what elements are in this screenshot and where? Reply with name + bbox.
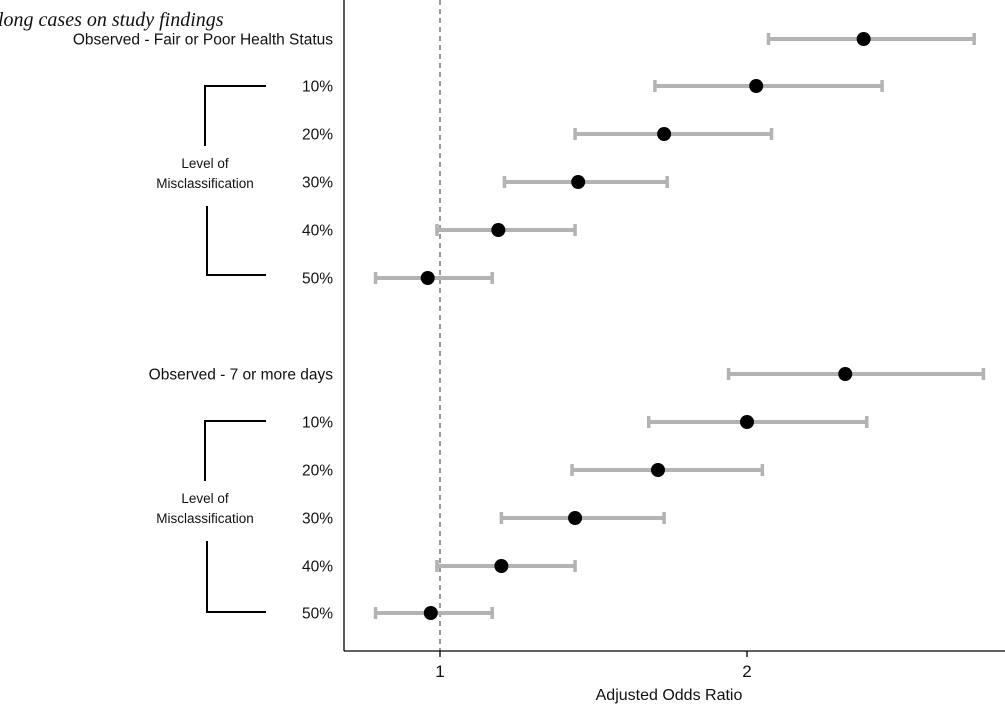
point-estimate bbox=[856, 32, 871, 46]
point-estimate bbox=[494, 559, 509, 573]
row-label: Observed - Fair or Poor Health Status bbox=[73, 32, 333, 49]
x-tick-label: 1 bbox=[435, 662, 444, 681]
row-label: 50% bbox=[302, 271, 333, 288]
point-estimate bbox=[423, 606, 438, 620]
ci-bar bbox=[570, 464, 765, 476]
ci-bar bbox=[726, 368, 986, 380]
ci-bar bbox=[435, 224, 577, 236]
ci-bar bbox=[499, 512, 666, 524]
ci-bar bbox=[647, 416, 869, 428]
group-label-line2: Misclassification bbox=[156, 511, 254, 526]
ci-bar bbox=[766, 33, 976, 45]
row-labels: Observed - Fair or Poor Health Status 10%… bbox=[73, 32, 333, 623]
row-label: Observed - 7 or more days bbox=[149, 367, 334, 384]
point-estimate bbox=[571, 175, 586, 189]
x-tick-label: 2 bbox=[742, 662, 751, 681]
x-axis-title: Adjusted Odds Ratio bbox=[596, 687, 743, 704]
point-estimates bbox=[420, 32, 871, 620]
point-estimate bbox=[740, 415, 754, 429]
row-label: 40% bbox=[302, 559, 333, 576]
row-label: 10% bbox=[302, 79, 333, 96]
row-label: 30% bbox=[302, 175, 333, 192]
row-label: 20% bbox=[302, 463, 333, 480]
group-label-line2: Misclassification bbox=[156, 176, 254, 191]
point-estimate bbox=[838, 367, 853, 381]
point-estimate bbox=[749, 79, 764, 93]
group-bracket: Level of Misclassification bbox=[156, 85, 266, 276]
point-estimate bbox=[650, 463, 665, 477]
x-axis: Adjusted Odds Ratio 1 2 bbox=[343, 0, 1005, 704]
ci-bar bbox=[573, 128, 774, 140]
group-label-line1: Level of bbox=[181, 491, 229, 506]
ci-bar bbox=[502, 176, 669, 188]
row-label: 10% bbox=[302, 415, 333, 432]
row-label: 20% bbox=[302, 127, 333, 144]
point-estimate bbox=[657, 127, 672, 141]
group-bracket: Level of Misclassification bbox=[156, 420, 266, 613]
figure-caption: long cases on study findings bbox=[0, 9, 224, 31]
point-estimate bbox=[491, 223, 506, 237]
row-label: 50% bbox=[302, 606, 333, 623]
point-estimate bbox=[420, 271, 435, 285]
group-label-line1: Level of bbox=[181, 156, 229, 171]
confidence-intervals bbox=[373, 33, 986, 619]
row-label: 40% bbox=[302, 223, 333, 240]
ci-bar bbox=[653, 80, 884, 92]
group-brackets: Level of Misclassification Level of Misclas… bbox=[156, 85, 266, 613]
row-label: 30% bbox=[302, 511, 333, 528]
point-estimate bbox=[568, 511, 583, 525]
